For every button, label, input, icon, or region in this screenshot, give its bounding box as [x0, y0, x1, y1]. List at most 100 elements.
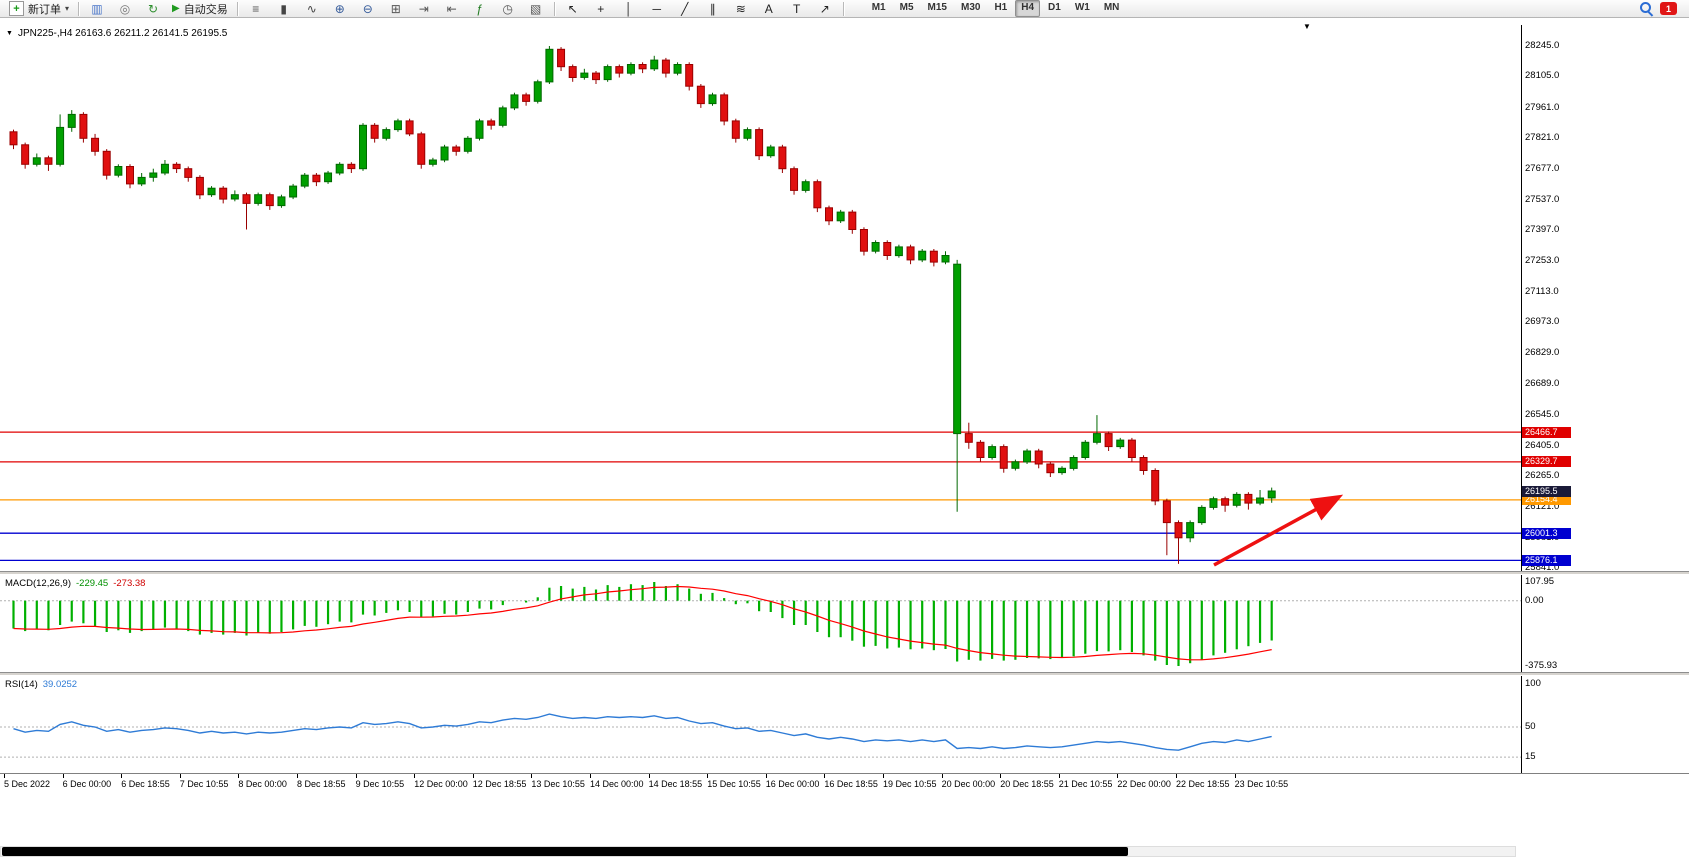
time-axis-tick — [1000, 774, 1002, 778]
macd-label: MACD(12,26,9) -229.45 -273.38 — [5, 578, 146, 589]
price-level-badge: 25876.1 — [1522, 554, 1571, 566]
trend-arrow-annotation[interactable] — [1213, 494, 1344, 567]
price-axis-label: 26121.0 — [1525, 501, 1560, 513]
macd-panel[interactable]: MACD(12,26,9) -229.45 -273.38 — [0, 576, 1521, 672]
time-axis[interactable]: 5 Dec 2022 6 Dec 00:00 6 Dec 18:55 7 Dec 10… — [0, 774, 1689, 798]
price-axis-label: 28245.0 — [1525, 40, 1560, 51]
time-axis-tick — [121, 774, 123, 778]
chart-title: ▼ JPN225-,H4 26163.6 26211.2 26141.5 261… — [6, 28, 227, 39]
time-axis-tick — [1234, 774, 1236, 778]
price-axis[interactable]: 28245.0 28105.0 27961.0 27821.0 27677.0 27537… — [1522, 0, 1594, 858]
notification-badge[interactable]: 1 — [1660, 2, 1677, 15]
channel-icon[interactable]: ∥ — [709, 1, 716, 16]
current-price-badge: 26195.5 — [1522, 485, 1571, 497]
macd-axis-label: 107.95 — [1525, 575, 1555, 587]
toolbar-right-cluster: 1 — [1639, 1, 1685, 17]
time-axis-label: 23 Dec 10:55 — [1234, 779, 1289, 789]
time-axis-tick — [1117, 774, 1119, 778]
panel-splitter[interactable] — [0, 571, 1689, 575]
new-order-icon: + — [9, 1, 24, 16]
price-level-badge: 26154.4 — [1522, 494, 1571, 506]
trendline-icon[interactable]: ╱ — [681, 1, 689, 16]
zoom-in-icon[interactable]: ⊕ — [334, 1, 345, 16]
toolbar-charts-group: ▥ ◎ ↻ — [83, 0, 167, 18]
timeframe-d1-button[interactable]: D1 — [1048, 2, 1061, 13]
time-axis-tick — [590, 774, 591, 778]
auto-scroll-icon[interactable]: ⇥ — [418, 1, 429, 16]
chart-title-text: JPN225-,H4 26163.6 26211.2 26141.5 26195… — [17, 28, 228, 39]
text-icon[interactable]: A — [764, 1, 773, 16]
tile-windows-icon[interactable]: ⊞ — [390, 1, 401, 16]
time-axis-tick — [355, 774, 357, 778]
rsi-canvas[interactable] — [0, 677, 1521, 773]
time-axis-tick — [238, 774, 240, 778]
panel-splitter[interactable] — [0, 672, 1689, 676]
chevron-down-icon: ▾ — [65, 4, 70, 13]
arrows-icon[interactable]: ↗ — [819, 1, 830, 16]
time-axis-label: 20 Dec 00:00 — [941, 779, 996, 789]
vertical-line-icon[interactable]: │ — [624, 1, 633, 16]
templates-icon[interactable]: ▧ — [530, 1, 542, 16]
time-axis-tick — [62, 774, 64, 778]
periods-icon[interactable]: ◷ — [502, 1, 513, 16]
macd-histogram — [12, 582, 1273, 666]
time-axis-label: 21 Dec 10:55 — [1058, 779, 1113, 789]
candlestick-chart-icon[interactable]: ▮ — [280, 1, 288, 16]
timeframe-h4-button[interactable]: H4 — [1015, 0, 1041, 17]
charts-grid-icon[interactable]: ▥ — [91, 1, 103, 16]
time-axis-tick — [179, 774, 181, 778]
rsi-label: RSI(14) 39.0252 — [5, 679, 78, 690]
time-axis-tick — [414, 774, 416, 778]
new-order-button[interactable]: + 新订单 ▾ — [4, 0, 74, 18]
time-axis-label: 13 Dec 10:55 — [531, 779, 585, 789]
time-axis-label: 19 Dec 10:55 — [883, 779, 937, 789]
timeframe-mn-button[interactable]: MN — [1103, 2, 1120, 13]
toolbar-separator — [78, 1, 80, 16]
new-order-label: 新订单 — [28, 3, 61, 16]
rsi-panel[interactable]: RSI(14) 39.0252 — [0, 677, 1521, 773]
search-icon[interactable] — [1639, 1, 1654, 17]
time-axis-label: 14 Dec 00:00 — [590, 779, 644, 789]
profiles-icon[interactable]: ◎ — [119, 1, 131, 16]
price-axis-label: 27113.0 — [1525, 285, 1559, 297]
time-axis-label: 22 Dec 18:55 — [1176, 779, 1230, 789]
timeframe-m15-button[interactable]: M15 — [927, 2, 947, 13]
toolbar-separator — [553, 1, 555, 16]
rsi-axis-label: 50 — [1525, 721, 1536, 732]
time-axis-tick — [941, 774, 943, 778]
text-label-icon[interactable]: T — [793, 1, 801, 16]
horizontal-line-icon[interactable]: ─ — [652, 1, 661, 16]
timeframe-h1-button[interactable]: H1 — [994, 2, 1008, 13]
price-axis-label: 26829.0 — [1525, 347, 1560, 359]
macd-canvas[interactable] — [0, 576, 1521, 672]
time-axis-tick — [1176, 774, 1177, 778]
symbol-marker-icon: ▼ — [6, 30, 13, 37]
indicators-icon[interactable]: ƒ — [476, 1, 484, 16]
autotrading-button[interactable]: ▶ 自动交易 — [167, 0, 233, 18]
zoom-out-icon[interactable]: ⊖ — [362, 1, 373, 16]
timeframe-w1-button[interactable]: W1 — [1074, 2, 1090, 13]
horizontal-scrollbar[interactable] — [2, 847, 1128, 856]
fibonacci-icon[interactable]: ≋ — [735, 1, 746, 16]
bar-chart-icon[interactable]: ≡ — [252, 1, 260, 16]
toolbar-chart-controls-group: ≡ ▮ ∿ ⊕ ⊖ ⊞ ⇥ ⇤ ƒ ◷ ▧ — [242, 0, 550, 18]
chart-shift-marker-icon[interactable]: ▼ — [1303, 22, 1311, 31]
crosshair-icon[interactable]: + — [597, 1, 605, 16]
price-chart-canvas[interactable] — [0, 25, 1521, 571]
autotrading-label: 自动交易 — [183, 3, 228, 16]
time-axis-label: 7 Dec 10:55 — [179, 779, 229, 789]
timeframe-m30-button[interactable]: M30 — [960, 2, 981, 13]
timeframe-m1-button[interactable]: M1 — [871, 2, 886, 13]
time-axis-label: 15 Dec 10:55 — [707, 779, 761, 789]
cursor-icon[interactable]: ↖ — [567, 1, 578, 16]
time-axis-label: 6 Dec 18:55 — [121, 779, 170, 789]
refresh-icon[interactable]: ↻ — [147, 1, 159, 16]
time-axis-label: 8 Dec 18:55 — [297, 779, 346, 789]
timeframe-switcher: M1 M5 M15 M30 H1 H4 D1 W1 MN — [866, 0, 1126, 17]
price-chart-panel[interactable]: ▼ JPN225-,H4 26163.6 26211.2 26141.5 261… — [0, 22, 1521, 571]
rsi-line — [13, 713, 1272, 751]
chart-shift-icon[interactable]: ⇤ — [446, 1, 457, 16]
line-chart-icon[interactable]: ∿ — [306, 1, 317, 16]
timeframe-m5-button[interactable]: M5 — [899, 2, 914, 13]
time-axis-label: 20 Dec 18:55 — [1000, 779, 1054, 789]
